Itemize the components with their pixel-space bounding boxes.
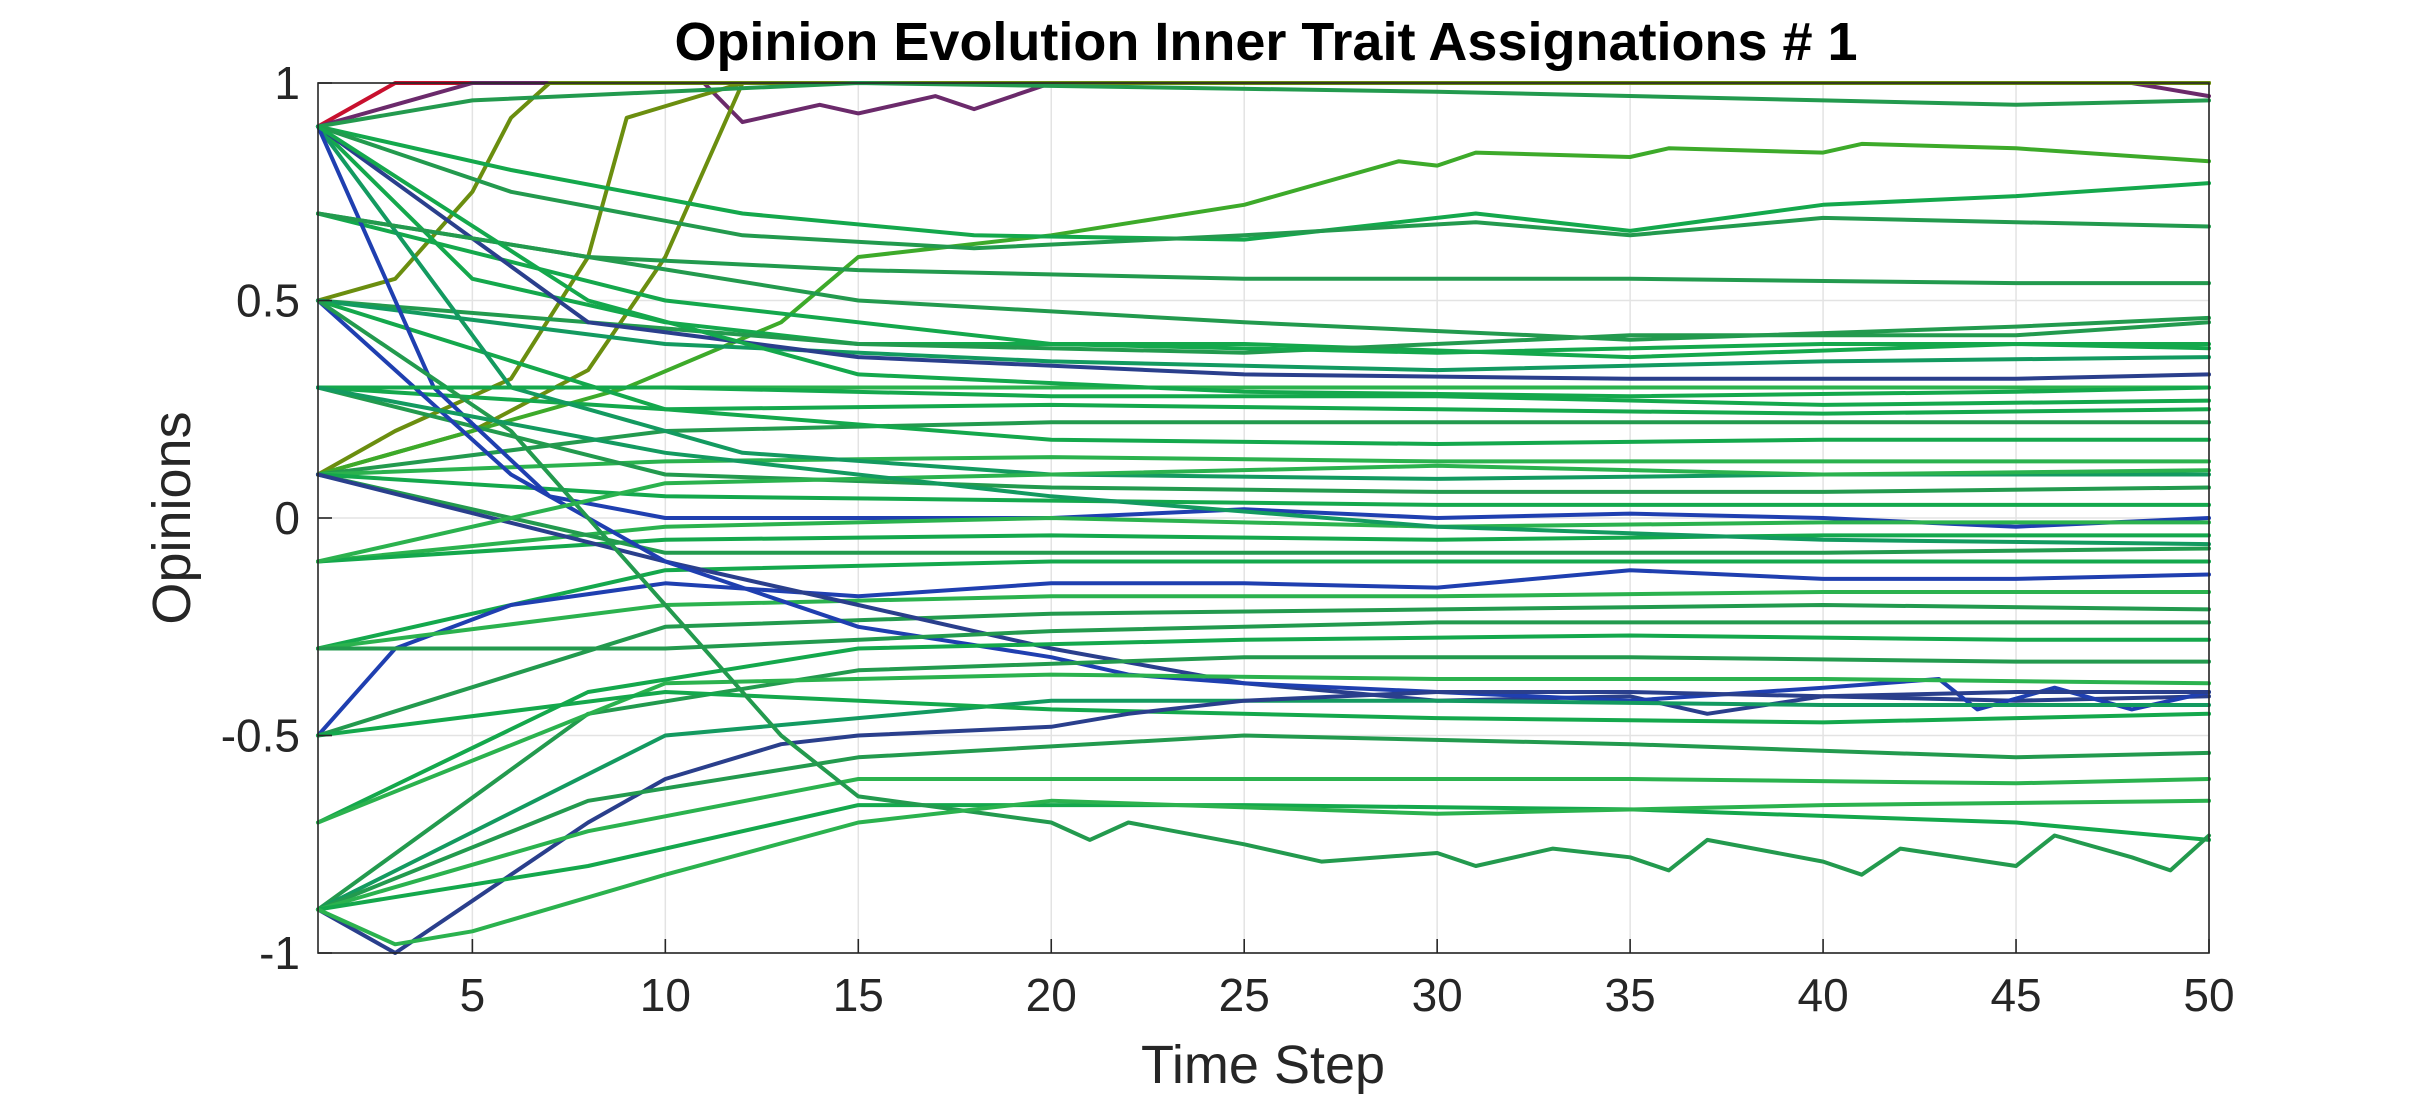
series-line-36 [316, 672, 2211, 825]
series-line-41 [316, 777, 2211, 912]
y-tick-label: 0 [274, 492, 300, 544]
series-line-8 [316, 124, 2211, 242]
series-line-38 [316, 690, 2211, 738]
series-line-26 [316, 533, 2211, 564]
series-line-30 [316, 590, 2211, 651]
x-tick-label: 5 [460, 969, 486, 1021]
series-line-47 [316, 463, 2211, 564]
x-tick-label: 50 [2183, 969, 2234, 1021]
x-tick-label: 25 [1219, 969, 1270, 1021]
chart-title: Opinion Evolution Inner Trait Assignatio… [674, 12, 1857, 72]
series-line-31 [316, 603, 2211, 738]
y-axis-ticks: -1 -0.5 0 0.5 1 [221, 57, 332, 979]
y-axis-label: Opinions [142, 411, 202, 624]
x-tick-label: 30 [1412, 969, 1463, 1021]
series-line-39 [316, 690, 2211, 955]
series-line-25 [316, 516, 2211, 564]
series-line-9 [316, 124, 2211, 251]
series-line-13 [316, 211, 2211, 355]
series-line-46 [316, 385, 2211, 407]
x-axis-ticks: 5 10 15 20 25 30 35 40 45 50 [460, 939, 2235, 1021]
series-line-19 [316, 298, 2211, 446]
series-line-50 [316, 124, 2211, 399]
x-tick-label: 15 [833, 969, 884, 1021]
series-line-7 [316, 81, 2211, 129]
series-line-23 [316, 472, 2211, 507]
y-tick-label: -1 [259, 927, 300, 979]
x-axis-label: Time Step [1141, 1035, 1385, 1094]
series-line-15 [316, 124, 2211, 381]
series-line-6 [316, 141, 2211, 477]
series-line-49 [316, 620, 2211, 651]
series-line-29 [316, 568, 2211, 738]
x-tick-label: 45 [1990, 969, 2041, 1021]
series-line-28 [316, 559, 2211, 651]
series-line-24 [316, 124, 2211, 529]
series-line-48 [316, 385, 2211, 547]
series-line-17 [316, 385, 2211, 416]
y-tick-label: -0.5 [221, 710, 300, 762]
series-line-20 [316, 455, 2211, 477]
x-tick-label: 20 [1026, 969, 1077, 1021]
series-line-40 [316, 733, 2211, 912]
series-group [316, 81, 2211, 955]
series-line-18 [316, 420, 2211, 477]
x-tick-label: 10 [640, 969, 691, 1021]
series-line-42 [316, 803, 2211, 912]
x-tick-label: 35 [1605, 969, 1656, 1021]
series-line-43 [316, 298, 2211, 877]
y-tick-label: 1 [274, 57, 300, 109]
y-tick-label: 0.5 [236, 275, 300, 327]
series-line-10 [316, 211, 2211, 286]
series-line-44 [316, 798, 2211, 947]
series-line-34 [316, 633, 2211, 825]
x-tick-label: 40 [1797, 969, 1848, 1021]
series-line-3 [316, 81, 2211, 303]
series-line-45 [316, 211, 2211, 342]
series-line-14 [316, 298, 2211, 373]
series-line-22 [316, 385, 2211, 494]
